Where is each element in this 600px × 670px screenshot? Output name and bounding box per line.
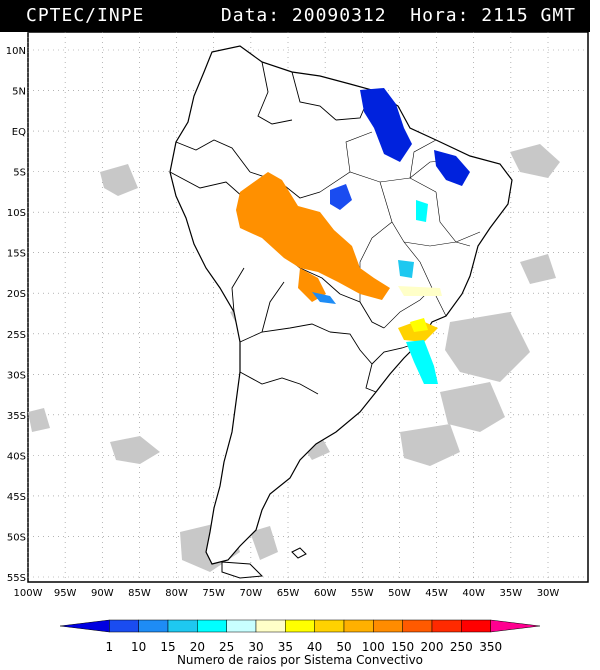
legend-value-label: 250	[449, 640, 473, 654]
legend-swatch	[314, 619, 345, 633]
legend-swatch	[402, 619, 433, 633]
latitude-label: 10S	[7, 208, 26, 219]
legend-value-label: 50	[336, 640, 352, 654]
south-america-outline	[169, 45, 513, 565]
tierra-del-fuego	[221, 561, 264, 579]
map-header: CPTEC/INPE Data: 20090312 Hora: 2115 GMT	[0, 0, 590, 32]
latitude-label: 20S	[7, 289, 26, 300]
longitude-label: 70W	[240, 588, 263, 599]
date-time-label: Data: 20090312 Hora: 2115 GMT	[220, 5, 576, 26]
legend-value-label: 1	[105, 640, 114, 654]
latitude-label: 25S	[7, 330, 26, 341]
legend-value-label: 30	[248, 640, 264, 654]
longitude-label: 50W	[388, 588, 411, 599]
latitude-label: 15S	[7, 249, 26, 260]
legend-value-label: 150	[391, 640, 415, 654]
longitude-label: 100W	[14, 588, 43, 599]
latitude-label: 30S	[7, 370, 26, 381]
legend-swatch	[255, 619, 286, 633]
longitude-label: 55W	[351, 588, 374, 599]
system-bahia-cyan	[416, 200, 428, 222]
longitude-label: 95W	[54, 588, 77, 599]
latitude-label: 35S	[7, 411, 26, 422]
latitude-label: 40S	[7, 451, 26, 462]
system-rondonia-orange	[298, 268, 326, 302]
legend-swatch	[197, 619, 227, 633]
legend-value-label: 40	[307, 640, 323, 654]
legend-swatch	[109, 619, 139, 633]
legend-swatch	[167, 619, 198, 633]
legend-caption: Numero de raios por Sistema Convectivo	[176, 653, 424, 667]
system-ne-blue	[434, 150, 470, 186]
legend-value-label: 20	[189, 640, 205, 654]
legend-swatch	[59, 619, 110, 633]
longitude-label: 40W	[462, 588, 485, 599]
latitude-label: 10N	[6, 46, 26, 57]
convective-systems	[236, 88, 470, 384]
legend-value-label: 350	[479, 640, 503, 654]
agency-title: CPTEC/INPE	[26, 5, 145, 26]
longitude-label: 80W	[165, 588, 188, 599]
legend-value-label: 15	[160, 640, 176, 654]
longitude-label: 65W	[277, 588, 300, 599]
longitude-label: 75W	[202, 588, 225, 599]
color-legend	[59, 619, 541, 633]
legend-swatch	[490, 619, 541, 633]
legend-value-label: 200	[420, 640, 444, 654]
south-america-map: 10N 5N EQ 5S 10S 15S 20S 25S 30S 35S 40S 45S 50S 55S 1…	[6, 31, 589, 599]
longitude-label: 85W	[128, 588, 151, 599]
legend-swatch	[461, 619, 491, 633]
legend-swatch	[373, 619, 403, 633]
longitude-label: 30W	[537, 588, 560, 599]
legend-value-label: 35	[277, 640, 293, 654]
system-central-blue	[330, 184, 352, 210]
falkland-islands	[291, 547, 307, 559]
longitude-label: 60W	[314, 588, 337, 599]
system-rio-yellow	[410, 318, 428, 332]
system-goias-cyan	[398, 260, 414, 278]
map-panel: 10N 5N EQ 5S 10S 15S 20S 25S 30S 35S 40S 45S 50S 55S 1…	[0, 31, 600, 607]
system-amazon-orange	[236, 172, 390, 300]
legend-swatch	[138, 619, 169, 633]
system-north-blue	[360, 88, 412, 162]
latitude-label: 5S	[13, 168, 26, 179]
legend-value-label: 25	[219, 640, 235, 654]
latitude-label: 5N	[12, 87, 26, 98]
latitude-label: 55S	[7, 573, 26, 584]
system-minas-cream	[398, 286, 442, 296]
system-parana-cyan	[406, 340, 438, 384]
longitude-label: 90W	[91, 588, 114, 599]
latitude-label: 50S	[7, 532, 26, 543]
legend-value-label: 10	[131, 640, 147, 654]
latitude-label: EQ	[12, 127, 26, 138]
legend-swatch	[343, 619, 374, 633]
longitude-label: 45W	[425, 588, 448, 599]
legend-value-label: 100	[361, 640, 385, 654]
legend-swatch	[226, 619, 257, 633]
legend-color-bar	[59, 619, 541, 633]
latitude-label: 45S	[7, 492, 26, 503]
legend-swatch	[431, 619, 462, 633]
longitude-label: 35W	[500, 588, 523, 599]
legend-swatch	[285, 619, 315, 633]
system-bolivia-blue	[312, 292, 336, 304]
